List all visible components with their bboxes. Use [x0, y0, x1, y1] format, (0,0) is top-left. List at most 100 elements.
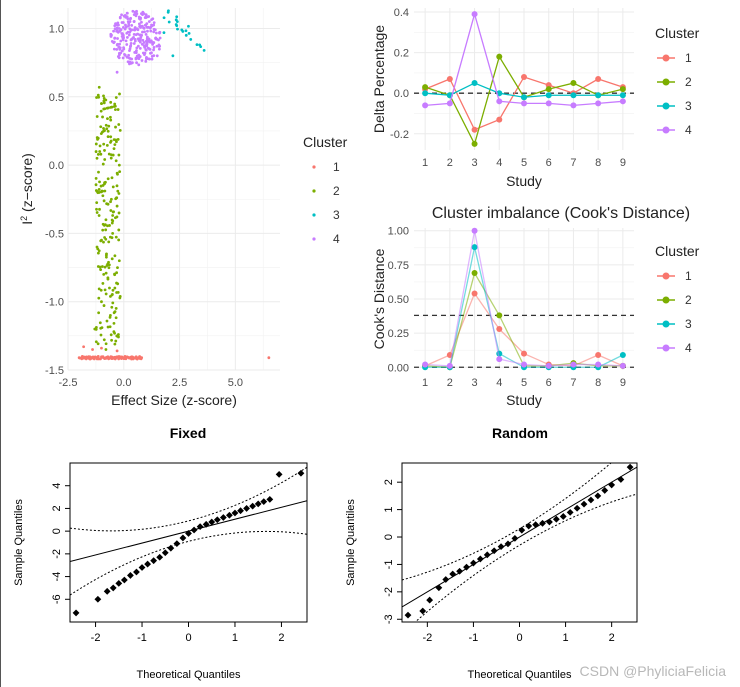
data-point [134, 56, 138, 60]
data-point [116, 21, 120, 25]
data-point [99, 288, 103, 292]
legend-label: 4 [333, 232, 340, 246]
data-point [118, 170, 122, 174]
data-point [137, 17, 141, 20]
data-point [101, 228, 105, 232]
data-point [139, 36, 143, 39]
data-point [96, 93, 100, 97]
data-point [471, 227, 478, 234]
data-point [96, 265, 100, 268]
data-point [619, 98, 626, 105]
data-point [202, 48, 206, 52]
data-point [127, 33, 131, 37]
data-point [101, 355, 105, 359]
qq-point [249, 502, 257, 510]
data-point [154, 36, 157, 40]
watermark: CSDN @PhyliciaFelicia [579, 663, 726, 679]
data-point [117, 228, 121, 232]
data-point [109, 197, 113, 201]
data-point [109, 115, 112, 119]
data-point [115, 204, 119, 208]
data-point [95, 156, 99, 160]
legend-label: 2 [333, 184, 340, 198]
y-tick-label: 0.5 [49, 92, 64, 104]
data-point [117, 259, 121, 263]
data-point [155, 44, 159, 48]
data-point [100, 102, 103, 105]
data-point [152, 46, 156, 49]
x-tick-label: -2 [91, 632, 101, 644]
x-tick-label: 1 [563, 632, 569, 644]
grid-lines [67, 8, 280, 371]
data-point [125, 31, 129, 35]
data-point [97, 249, 101, 253]
qq-point [490, 547, 498, 555]
data-point [103, 107, 107, 111]
data-point [106, 129, 110, 133]
y-tick-label: 1.00 [388, 226, 409, 238]
data-point [108, 286, 111, 290]
data-point [103, 265, 107, 269]
x-axis-ticks: -2 -1 0 1 2 [422, 622, 615, 644]
data-point [422, 102, 429, 109]
qq-point [626, 463, 634, 471]
data-point [145, 42, 148, 46]
data-point [110, 221, 114, 225]
data-point [107, 124, 111, 128]
qq-point [133, 568, 140, 576]
data-point [97, 188, 101, 191]
data-point [153, 28, 157, 32]
data-point [595, 76, 602, 82]
data-point [521, 73, 527, 80]
data-point [162, 31, 166, 34]
data-point [125, 36, 129, 39]
data-point [181, 30, 185, 33]
data-point [94, 142, 98, 146]
qq-point [532, 521, 540, 529]
data-point [135, 27, 139, 31]
data-point [117, 56, 121, 60]
data-point [111, 231, 115, 235]
data-point [148, 26, 152, 30]
data-point [109, 100, 113, 104]
data-point [94, 327, 98, 331]
data-point [106, 177, 110, 181]
plot-frame [401, 462, 638, 623]
data-point [143, 30, 146, 34]
data-point [199, 45, 203, 48]
data-point [496, 53, 503, 60]
x-axis-label: Study [506, 392, 542, 408]
data-point [471, 270, 478, 277]
data-point [140, 59, 144, 62]
legend-key-point [662, 54, 670, 62]
data-point [139, 26, 142, 29]
data-point [132, 42, 136, 45]
data-point [103, 129, 106, 133]
data-point [111, 219, 115, 223]
data-point [107, 263, 111, 267]
qq-point [225, 511, 233, 519]
data-point [106, 135, 110, 138]
qq-point [167, 544, 175, 552]
data-point [145, 36, 149, 40]
data-point [167, 20, 171, 24]
data-point [117, 163, 121, 167]
data-point [112, 147, 116, 151]
confidence-envelope [70, 530, 307, 596]
data-point [110, 236, 114, 240]
data-point [133, 51, 137, 54]
data-point [96, 152, 100, 156]
data-point [150, 23, 153, 27]
y-tick-label: 0.0 [394, 88, 409, 100]
data-point [155, 54, 159, 58]
data-point [91, 348, 94, 351]
data-point [146, 25, 149, 29]
data-point [136, 357, 139, 360]
panel-cooks-distance: Cluster imbalance (Cook's Distance) 0.00… [371, 205, 700, 408]
data-point [171, 54, 175, 58]
data-point [144, 32, 148, 36]
data-point [103, 236, 106, 239]
qq-point [539, 519, 546, 527]
data-point [114, 306, 118, 310]
data-point [97, 170, 100, 174]
